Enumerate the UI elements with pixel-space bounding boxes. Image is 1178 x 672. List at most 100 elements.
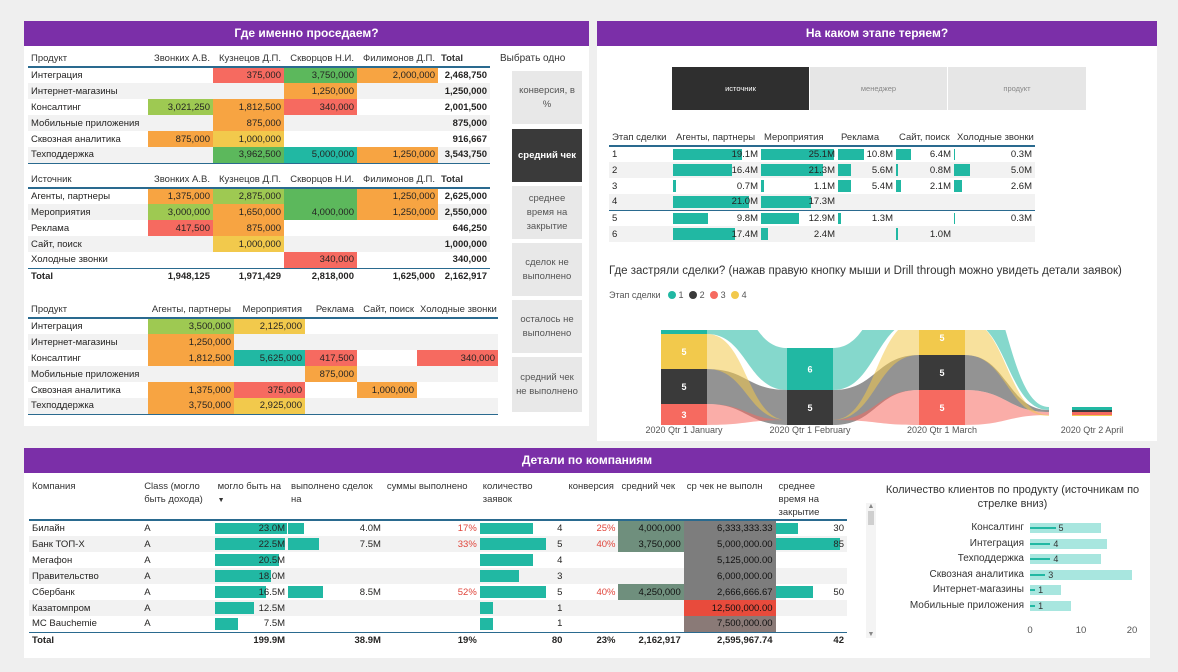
bar-value[interactable] xyxy=(1030,604,1036,607)
bar-total[interactable] xyxy=(1030,554,1102,564)
ribbon-flow-3[interactable] xyxy=(707,404,787,425)
bar-label[interactable]: Техподдержка xyxy=(957,553,1024,564)
col-header[interactable]: Реклама xyxy=(305,302,357,319)
row-label[interactable]: Агенты, партнеры xyxy=(31,191,111,202)
col-header[interactable]: Компания xyxy=(32,481,76,492)
bar-label[interactable]: Сквозная аналитика xyxy=(929,568,1025,580)
cell[interactable]: Правительство xyxy=(29,568,142,584)
ribbon-flow-3[interactable] xyxy=(965,390,1049,425)
bar-label[interactable]: Консалтинг xyxy=(971,522,1024,533)
slicer-conversion[interactable]: конверсия, в % xyxy=(512,71,582,124)
legend-label[interactable]: 2 xyxy=(699,290,705,300)
row-label[interactable]: Техподдержка xyxy=(28,398,148,414)
row-label[interactable]: Мероприятия xyxy=(28,204,148,220)
row-label[interactable]: Холодные звонки xyxy=(31,254,108,266)
stage-label[interactable]: 6 xyxy=(609,226,673,242)
col-header[interactable]: Продукт xyxy=(28,51,148,68)
cell[interactable]: Банк ТОП-Х xyxy=(29,536,142,552)
row-label[interactable]: Реклама xyxy=(31,222,70,234)
col-header[interactable]: Кузнецов Д.П. xyxy=(213,51,284,68)
bar-label[interactable]: Интеграция xyxy=(969,537,1024,549)
col-header[interactable]: среднее время на закрытие xyxy=(778,481,820,518)
ribbon-flow-1[interactable] xyxy=(707,330,787,390)
cell[interactable]: Сбербанк xyxy=(29,584,141,600)
col-header[interactable]: Total xyxy=(438,172,490,189)
col-header[interactable]: Сайт, поиск xyxy=(896,130,954,147)
stage-label[interactable]: 5 xyxy=(612,212,618,224)
ribbon-flow-1[interactable] xyxy=(833,330,919,390)
row-label[interactable]: Интернет-магазины xyxy=(28,334,148,350)
ribbon-segment-1[interactable] xyxy=(1072,407,1112,410)
col-header[interactable]: конверсия xyxy=(568,481,614,492)
col-header[interactable]: Продукт xyxy=(28,302,148,319)
row-label[interactable]: Консалтинг xyxy=(31,101,82,113)
col-header[interactable]: Звонких А.В. xyxy=(148,172,213,189)
slicer-remaining[interactable]: осталось не выполнено xyxy=(512,300,582,353)
bar-value[interactable] xyxy=(1030,527,1056,529)
col-header[interactable]: Агенты, партнеры xyxy=(673,130,761,147)
col-header[interactable]: Источник xyxy=(28,172,148,189)
row-label[interactable]: Мобильные приложения xyxy=(28,366,148,382)
bar-value[interactable] xyxy=(1030,589,1036,591)
bar-value[interactable] xyxy=(1030,573,1046,576)
col-header[interactable]: Скворцов Н.И. xyxy=(284,172,357,189)
ribbon-segment-3[interactable] xyxy=(661,404,707,425)
bar-value[interactable] xyxy=(1030,542,1051,545)
stage-label[interactable]: 4 xyxy=(609,194,673,210)
col-header[interactable]: ср чек не выполн xyxy=(686,481,763,492)
col-header[interactable]: Звонких А.В. xyxy=(148,51,213,68)
cell[interactable]: Билайн xyxy=(29,520,141,536)
scroll-thumb[interactable] xyxy=(868,511,874,525)
ribbon-segment-2[interactable] xyxy=(661,369,707,404)
slicer-avg-time[interactable]: среднее время на закрытие xyxy=(512,186,582,239)
col-header[interactable]: Кузнецов Д.П. xyxy=(213,172,284,189)
col-header[interactable]: Мероприятия xyxy=(234,302,305,319)
col-header[interactable]: Этап сделки xyxy=(609,130,673,147)
ribbon-segment-2[interactable] xyxy=(787,390,833,425)
ribbon-segment-1[interactable] xyxy=(661,330,707,334)
row-label[interactable]: Интеграция xyxy=(31,70,83,81)
ribbon-segment-2[interactable] xyxy=(919,355,965,390)
tab-source[interactable]: источник xyxy=(672,67,809,110)
ribbon-segment-3[interactable] xyxy=(919,390,965,425)
legend-label[interactable]: 1 xyxy=(678,290,684,300)
slicer-avg-check[interactable]: средний чек xyxy=(512,129,582,182)
col-header[interactable]: Скворцов Н.И. xyxy=(284,51,357,68)
col-header[interactable]: суммы выполнено xyxy=(386,481,468,492)
bars-scrollbar[interactable]: ▲ ▼ xyxy=(866,503,876,638)
row-label[interactable]: Мобильные приложения xyxy=(28,115,148,131)
ribbon-flow-4[interactable] xyxy=(707,334,787,420)
tab-product[interactable]: продукт xyxy=(948,67,1086,110)
row-label[interactable]: Консалтинг xyxy=(31,352,82,364)
bar-total[interactable] xyxy=(1030,569,1132,580)
col-header[interactable]: Сайт, поиск xyxy=(357,302,417,319)
bar-label[interactable]: Интернет-магазины xyxy=(932,584,1024,595)
legend-label[interactable]: 3 xyxy=(720,290,726,300)
col-header[interactable]: Холодные звонки xyxy=(417,302,498,319)
bar-total[interactable] xyxy=(1030,600,1071,611)
ribbon-segment-1[interactable] xyxy=(787,348,833,390)
cell[interactable]: MC Bauchemie xyxy=(29,616,141,632)
col-header[interactable]: Холодные звонки xyxy=(954,130,1035,147)
ribbon-flow-4[interactable] xyxy=(833,330,919,420)
ribbon-segment-2[interactable] xyxy=(1072,410,1112,412)
ribbon-segment-3[interactable] xyxy=(1072,412,1112,415)
row-label[interactable]: Интернет-магазины xyxy=(28,83,148,99)
row-label[interactable]: Сквозная аналитика xyxy=(31,384,121,396)
tab-manager[interactable]: менеджер xyxy=(810,67,947,110)
stage-label[interactable]: 1 xyxy=(612,149,618,160)
col-header[interactable]: Мероприятия xyxy=(761,130,838,147)
ribbon-flow-3[interactable] xyxy=(833,390,919,425)
row-label[interactable]: Интеграция xyxy=(31,321,83,332)
col-header[interactable]: средний чек xyxy=(621,481,676,492)
col-header[interactable]: выполнено сделок на xyxy=(291,481,373,505)
col-header[interactable]: количество заявок xyxy=(482,481,533,505)
slicer-deals-not-done[interactable]: сделок не выполнено xyxy=(512,243,582,296)
col-header[interactable]: могло быть на ▼ xyxy=(215,480,288,520)
legend-label[interactable]: 4 xyxy=(741,290,747,300)
ribbon-flow-2[interactable] xyxy=(833,355,919,425)
ribbon-segment-4[interactable] xyxy=(661,334,707,369)
col-header[interactable]: Филимонов Д.П. xyxy=(357,51,438,68)
bar-value[interactable] xyxy=(1030,558,1051,560)
